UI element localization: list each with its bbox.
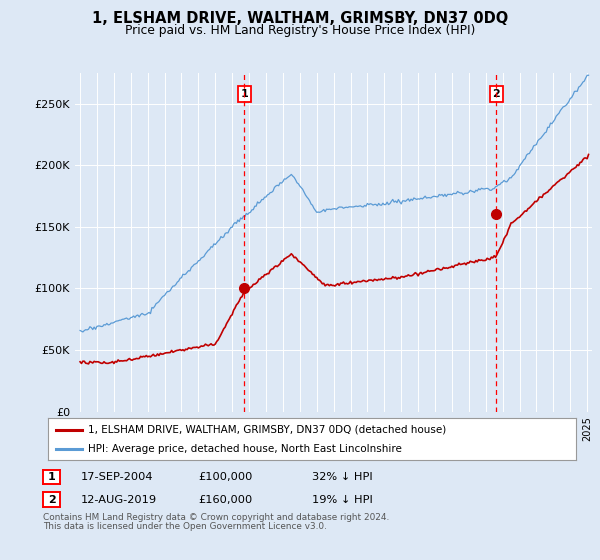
Text: £100,000: £100,000 — [198, 472, 253, 482]
Text: 2: 2 — [48, 494, 55, 505]
Text: 1, ELSHAM DRIVE, WALTHAM, GRIMSBY, DN37 0DQ (detached house): 1, ELSHAM DRIVE, WALTHAM, GRIMSBY, DN37 … — [88, 424, 446, 435]
Text: 1: 1 — [241, 88, 248, 99]
Text: Contains HM Land Registry data © Crown copyright and database right 2024.: Contains HM Land Registry data © Crown c… — [43, 513, 389, 522]
Text: 12-AUG-2019: 12-AUG-2019 — [81, 494, 157, 505]
Text: 17-SEP-2004: 17-SEP-2004 — [81, 472, 154, 482]
Text: £160,000: £160,000 — [198, 494, 252, 505]
Text: HPI: Average price, detached house, North East Lincolnshire: HPI: Average price, detached house, Nort… — [88, 444, 401, 454]
Text: 19% ↓ HPI: 19% ↓ HPI — [312, 494, 373, 505]
Text: Price paid vs. HM Land Registry's House Price Index (HPI): Price paid vs. HM Land Registry's House … — [125, 24, 475, 36]
Text: 2: 2 — [493, 88, 500, 99]
Text: 1: 1 — [48, 472, 55, 482]
Text: This data is licensed under the Open Government Licence v3.0.: This data is licensed under the Open Gov… — [43, 522, 327, 531]
Text: 32% ↓ HPI: 32% ↓ HPI — [312, 472, 373, 482]
Text: 1, ELSHAM DRIVE, WALTHAM, GRIMSBY, DN37 0DQ: 1, ELSHAM DRIVE, WALTHAM, GRIMSBY, DN37 … — [92, 11, 508, 26]
